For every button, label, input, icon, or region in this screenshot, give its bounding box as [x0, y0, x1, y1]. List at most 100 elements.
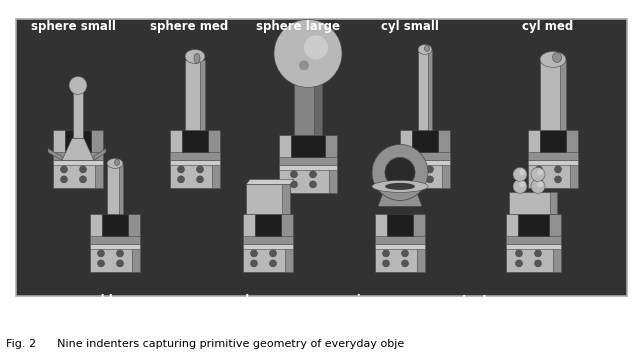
FancyBboxPatch shape — [400, 161, 450, 188]
FancyBboxPatch shape — [243, 215, 255, 244]
FancyBboxPatch shape — [294, 75, 322, 135]
FancyBboxPatch shape — [243, 244, 293, 249]
FancyBboxPatch shape — [375, 244, 425, 249]
Ellipse shape — [107, 158, 123, 168]
Circle shape — [116, 260, 124, 267]
Circle shape — [536, 176, 543, 183]
Circle shape — [554, 176, 561, 183]
Text: Fig. 2      Nine indenters capturing primitive geometry of everyday obje: Fig. 2 Nine indenters capturing primitiv… — [6, 339, 404, 349]
FancyBboxPatch shape — [200, 60, 205, 130]
Circle shape — [383, 260, 390, 267]
FancyBboxPatch shape — [552, 244, 561, 273]
FancyBboxPatch shape — [185, 60, 205, 130]
FancyBboxPatch shape — [282, 184, 290, 215]
FancyBboxPatch shape — [400, 152, 450, 161]
FancyBboxPatch shape — [170, 130, 182, 161]
FancyBboxPatch shape — [53, 161, 103, 188]
FancyBboxPatch shape — [243, 237, 293, 244]
FancyBboxPatch shape — [375, 237, 425, 244]
FancyBboxPatch shape — [279, 165, 337, 193]
FancyBboxPatch shape — [170, 161, 220, 188]
FancyBboxPatch shape — [375, 244, 425, 273]
FancyBboxPatch shape — [65, 130, 91, 152]
FancyBboxPatch shape — [566, 130, 578, 161]
FancyBboxPatch shape — [285, 244, 293, 273]
FancyBboxPatch shape — [73, 90, 83, 138]
FancyBboxPatch shape — [16, 19, 627, 296]
Circle shape — [519, 170, 525, 175]
FancyBboxPatch shape — [387, 215, 413, 237]
Circle shape — [299, 60, 309, 71]
Polygon shape — [62, 138, 94, 161]
FancyBboxPatch shape — [413, 215, 425, 244]
FancyBboxPatch shape — [400, 161, 450, 165]
Circle shape — [250, 260, 257, 267]
FancyBboxPatch shape — [506, 215, 518, 244]
Circle shape — [383, 250, 390, 257]
FancyBboxPatch shape — [53, 152, 103, 161]
Text: sphere med: sphere med — [150, 21, 228, 33]
FancyBboxPatch shape — [208, 130, 220, 161]
FancyBboxPatch shape — [417, 244, 425, 273]
Circle shape — [534, 260, 541, 267]
Circle shape — [385, 157, 415, 188]
FancyBboxPatch shape — [325, 135, 337, 165]
FancyBboxPatch shape — [314, 75, 322, 135]
Circle shape — [401, 250, 408, 257]
FancyBboxPatch shape — [442, 161, 450, 188]
FancyBboxPatch shape — [102, 215, 128, 237]
FancyBboxPatch shape — [412, 130, 438, 152]
Circle shape — [116, 250, 124, 257]
Circle shape — [196, 176, 204, 183]
FancyBboxPatch shape — [550, 192, 557, 215]
FancyBboxPatch shape — [212, 161, 220, 188]
Text: cyl small: cyl small — [381, 21, 438, 33]
Circle shape — [531, 167, 545, 181]
Circle shape — [426, 176, 433, 183]
Circle shape — [537, 181, 543, 188]
FancyBboxPatch shape — [107, 165, 123, 215]
Polygon shape — [94, 148, 106, 161]
Ellipse shape — [385, 183, 415, 190]
FancyBboxPatch shape — [90, 215, 102, 244]
FancyBboxPatch shape — [281, 215, 293, 244]
FancyBboxPatch shape — [518, 215, 548, 237]
FancyBboxPatch shape — [570, 161, 578, 188]
FancyBboxPatch shape — [90, 237, 140, 244]
Text: cube: cube — [230, 294, 262, 307]
FancyBboxPatch shape — [128, 215, 140, 244]
Circle shape — [537, 170, 543, 175]
Circle shape — [269, 260, 276, 267]
FancyBboxPatch shape — [528, 161, 578, 165]
FancyBboxPatch shape — [375, 215, 387, 244]
Circle shape — [61, 176, 67, 183]
FancyBboxPatch shape — [279, 165, 337, 170]
Text: cyl long: cyl long — [86, 294, 138, 307]
Text: cyl med: cyl med — [522, 21, 573, 33]
Circle shape — [513, 179, 527, 193]
Circle shape — [177, 176, 184, 183]
Ellipse shape — [372, 180, 428, 192]
Circle shape — [536, 166, 543, 173]
FancyBboxPatch shape — [528, 130, 540, 161]
Circle shape — [291, 181, 298, 188]
Circle shape — [79, 166, 86, 173]
Ellipse shape — [185, 49, 205, 63]
Circle shape — [196, 166, 204, 173]
Polygon shape — [378, 179, 422, 206]
Ellipse shape — [540, 51, 566, 67]
Ellipse shape — [552, 53, 561, 62]
FancyBboxPatch shape — [548, 215, 561, 244]
Circle shape — [304, 35, 328, 59]
FancyBboxPatch shape — [95, 161, 103, 188]
Circle shape — [515, 260, 522, 267]
Circle shape — [531, 179, 545, 193]
FancyBboxPatch shape — [428, 50, 432, 130]
Circle shape — [554, 166, 561, 173]
FancyBboxPatch shape — [418, 50, 432, 130]
Ellipse shape — [115, 159, 120, 165]
FancyBboxPatch shape — [53, 130, 65, 161]
FancyBboxPatch shape — [528, 152, 578, 161]
FancyBboxPatch shape — [182, 130, 208, 152]
FancyBboxPatch shape — [255, 215, 281, 237]
